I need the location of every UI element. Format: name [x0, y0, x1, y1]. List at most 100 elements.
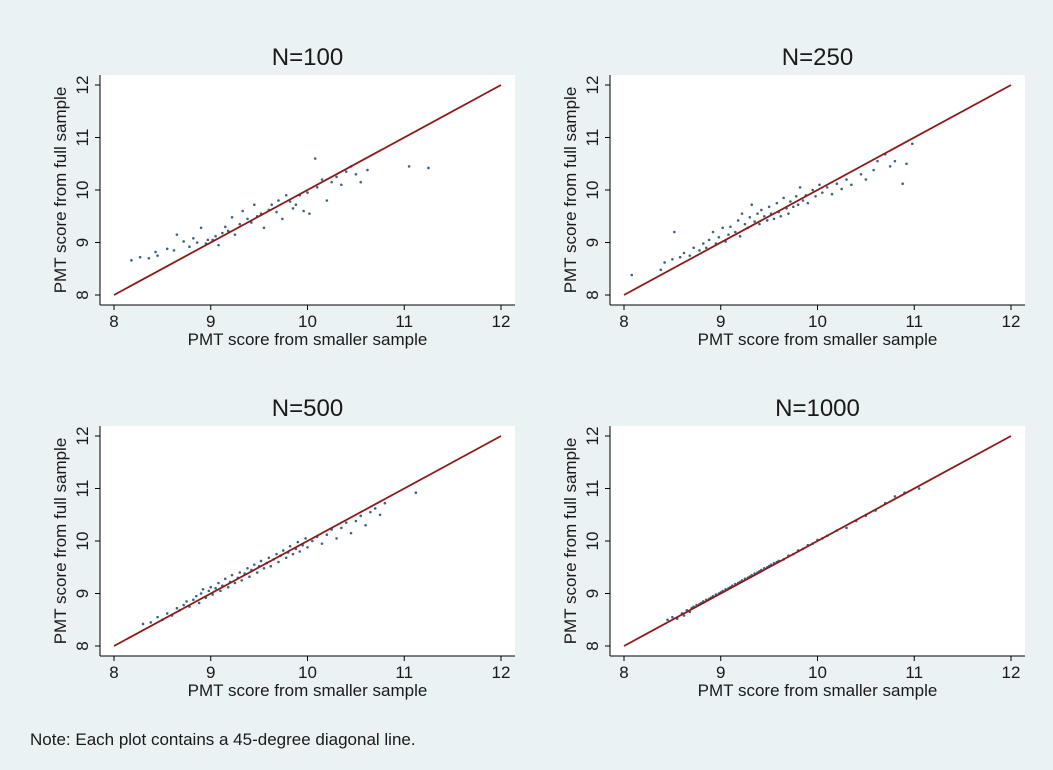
data-point: [779, 214, 783, 218]
panel-title: N=1000: [775, 395, 860, 422]
data-point: [354, 172, 358, 176]
data-point: [901, 182, 904, 185]
data-point: [172, 249, 176, 252]
y-axis-title: PMT score from full sample: [51, 87, 70, 294]
data-point: [872, 168, 875, 172]
data-point: [340, 183, 343, 187]
data-point: [230, 573, 234, 577]
x-tick-label: 11: [905, 312, 923, 331]
x-tick-label: 9: [206, 663, 215, 682]
data-point: [315, 186, 319, 189]
y-tick-label: 12: [73, 427, 92, 446]
data-point: [306, 191, 309, 194]
x-tick-label: 9: [206, 312, 215, 331]
y-tick-label: 11: [73, 129, 92, 147]
data-point: [233, 581, 237, 585]
data-point: [845, 526, 848, 530]
y-axis-title: PMT score from full sample: [51, 438, 70, 645]
y-tick-label: 10: [73, 181, 92, 200]
data-point: [349, 531, 353, 535]
data-point: [789, 200, 792, 203]
data-point: [277, 560, 280, 564]
data-point: [288, 200, 292, 203]
data-point: [811, 188, 814, 192]
x-tick-label: 9: [716, 312, 725, 331]
y-tick-label: 12: [73, 76, 92, 95]
data-point: [704, 246, 708, 250]
data-point: [407, 165, 411, 168]
data-point: [850, 183, 853, 187]
data-point: [750, 203, 754, 206]
data-point: [207, 589, 211, 593]
data-point: [199, 226, 203, 230]
data-point: [325, 533, 329, 536]
diagonal-line: [113, 435, 502, 647]
y-tick-label: 8: [583, 290, 602, 299]
data-point: [340, 526, 343, 530]
data-point: [818, 183, 821, 187]
figure-note: Note: Each plot contains a 45-degree dia…: [30, 730, 416, 749]
panel-2: 8 9 10 11 12 8 9 10 11 12 N=250 PMT score from smal…: [561, 44, 1025, 349]
data-point: [344, 170, 348, 173]
data-point: [682, 614, 686, 617]
x-tick-label: 11: [905, 663, 923, 682]
data-point: [888, 165, 892, 168]
data-point: [313, 157, 317, 160]
data-point: [320, 542, 324, 545]
data-point: [753, 220, 756, 223]
data-point: [359, 180, 363, 184]
x-tick-label: 12: [492, 312, 511, 331]
data-point: [702, 242, 705, 245]
data-point: [727, 233, 730, 236]
data-point: [729, 225, 732, 229]
data-point: [192, 237, 195, 240]
data-point: [335, 537, 338, 540]
y-axis-title: PMT score from full sample: [561, 87, 580, 294]
x-tick-label: 12: [492, 663, 511, 682]
data-point: [226, 585, 230, 589]
data-point: [775, 201, 779, 205]
x-tick-label: 8: [619, 312, 628, 331]
data-point: [682, 251, 686, 255]
data-point: [182, 240, 185, 243]
data-point: [787, 212, 790, 215]
data-point: [630, 273, 634, 277]
data-point: [259, 559, 263, 563]
data-point: [223, 577, 227, 581]
data-point: [698, 249, 701, 252]
data-point: [154, 250, 157, 254]
data-point: [354, 519, 358, 523]
data-point: [219, 589, 222, 593]
data-point: [740, 212, 744, 215]
y-tick-label: 10: [583, 532, 602, 551]
data-point: [366, 168, 369, 172]
data-point: [917, 487, 921, 490]
data-point: [209, 585, 213, 589]
data-point: [199, 592, 203, 595]
data-point: [748, 216, 752, 219]
x-tick-label: 8: [619, 663, 628, 682]
data-point: [288, 544, 292, 548]
x-tick-label: 10: [298, 663, 317, 682]
data-point: [821, 191, 824, 194]
data-point: [147, 256, 151, 260]
data-point: [717, 235, 721, 239]
x-axis-title: PMT score from smaller sample: [188, 681, 428, 700]
data-point: [262, 226, 266, 230]
diagonal-line: [113, 84, 502, 296]
data-point: [214, 234, 217, 238]
data-point: [284, 556, 288, 560]
data-point: [378, 513, 382, 517]
data-point: [673, 230, 676, 234]
panel-title: N=500: [272, 395, 343, 422]
x-tick-label: 10: [298, 312, 317, 331]
data-point: [214, 586, 217, 590]
data-point: [250, 221, 253, 224]
data-point: [859, 172, 863, 176]
x-tick-label: 10: [808, 312, 827, 331]
data-point: [165, 247, 169, 251]
data-point: [756, 212, 759, 215]
data-point: [217, 581, 220, 585]
